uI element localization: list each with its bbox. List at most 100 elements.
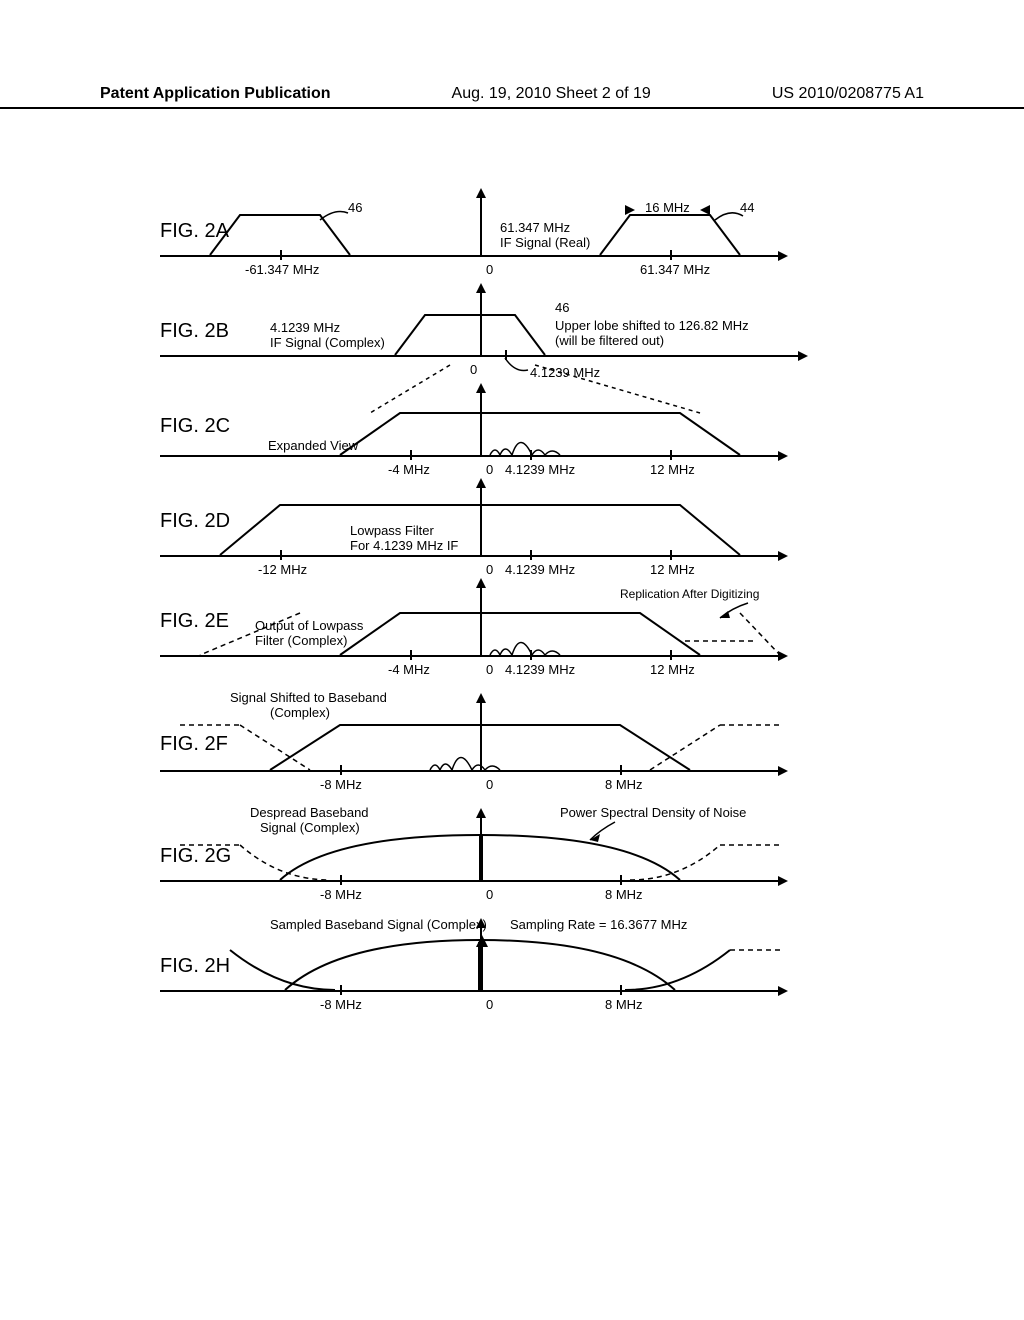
arrow-right-icon: [625, 205, 635, 215]
tick-label: 0: [486, 262, 493, 277]
anno-44: 44: [740, 200, 754, 215]
fig-2a: FIG. 2A 16 MHz 46 44 -61.347 MHz 0 61.: [160, 200, 840, 300]
signal-humps: [490, 635, 590, 655]
tick: [620, 875, 622, 885]
y-arrow-icon: [476, 283, 486, 293]
note: Replication After Digitizing: [620, 587, 759, 601]
tick-label: -8 MHz: [320, 887, 362, 902]
note: Power Spectral Density of Noise: [560, 805, 746, 820]
desc: IF Signal (Real): [500, 235, 590, 250]
y-arrow-icon: [476, 578, 486, 588]
x-axis: [160, 990, 780, 992]
tick-label: -12 MHz: [258, 562, 307, 577]
y-arrow-icon: [476, 693, 486, 703]
despread-spike: [479, 835, 483, 880]
axis-arrow-icon: [778, 551, 788, 561]
desc: Signal Shifted to Baseband: [230, 690, 387, 705]
tick-label: -4 MHz: [388, 662, 430, 677]
sampled-spike: [478, 942, 483, 990]
axis-arrow-icon: [778, 251, 788, 261]
tick-label: 12 MHz: [650, 462, 695, 477]
axis-arrow-icon: [798, 351, 808, 361]
tick: [670, 550, 672, 560]
tick-label: 0: [486, 887, 493, 902]
desc: Expanded View: [268, 438, 358, 453]
x-axis: [160, 455, 780, 457]
tick: [670, 650, 672, 660]
tick-label: -61.347 MHz: [245, 262, 319, 277]
tick-label: -8 MHz: [320, 997, 362, 1012]
lowpass-shape: [220, 505, 740, 555]
tick: [340, 765, 342, 775]
tick: [620, 765, 622, 775]
anno-46: 46: [555, 300, 569, 315]
center-lobe: [395, 315, 545, 355]
note: (will be filtered out): [555, 333, 664, 348]
tick: [530, 650, 532, 660]
x-axis: [160, 555, 780, 557]
tick: [670, 450, 672, 460]
y-arrow-icon: [476, 808, 486, 818]
desc: Sampled Baseband Signal (Complex): [270, 917, 487, 932]
fig-label: FIG. 2C: [160, 415, 230, 438]
tick-label: 4.1239 MHz: [505, 562, 575, 577]
tick: [620, 985, 622, 995]
tick-label: 0: [486, 997, 493, 1012]
tick: [670, 250, 672, 260]
leader-repl: [720, 603, 750, 621]
fig-label: FIG. 2B: [160, 320, 229, 343]
header-center: Aug. 19, 2010 Sheet 2 of 19: [452, 85, 651, 103]
tick: [410, 450, 412, 460]
desc: Filter (Complex): [255, 633, 347, 648]
tick-label: 8 MHz: [605, 887, 643, 902]
bandwidth-label: 16 MHz: [645, 200, 690, 215]
signal-humps: [490, 435, 590, 455]
tick-label: 8 MHz: [605, 777, 643, 792]
tick: [280, 250, 282, 260]
tick: [280, 550, 282, 560]
y-axis: [480, 195, 482, 255]
note: Sampling Rate = 16.3677 MHz: [510, 917, 687, 932]
fig-2e: FIG. 2E Replication After Digitizing Out…: [160, 595, 840, 695]
desc: Despread Baseband: [250, 805, 369, 820]
desc: IF Signal (Complex): [270, 335, 385, 350]
fig-2h: FIG. 2H Sampled Baseband Signal (Complex…: [160, 920, 840, 1030]
patent-header: Patent Application Publication Aug. 19, …: [0, 85, 1024, 109]
tick-label: 8 MHz: [605, 997, 643, 1012]
tick-label: 61.347 MHz: [640, 262, 710, 277]
header-right: US 2010/0208775 A1: [772, 85, 924, 103]
anno-46: 46: [348, 200, 362, 215]
leader-psd: [590, 822, 620, 842]
tick: [530, 550, 532, 560]
tick-label: 0: [486, 562, 493, 577]
tick-label: 0: [486, 462, 493, 477]
fig-2d: FIG. 2D Lowpass Filter For 4.1239 MHz IF…: [160, 495, 840, 595]
tick-label: 12 MHz: [650, 662, 695, 677]
tick: [340, 985, 342, 995]
tick: [530, 450, 532, 460]
desc: (Complex): [270, 705, 330, 720]
x-axis: [160, 770, 780, 772]
tick-label: 12 MHz: [650, 562, 695, 577]
expand-lines: [370, 365, 710, 415]
fig-2c: FIG. 2C Expanded View -4 MHz 0 4.1239 MH…: [160, 395, 840, 495]
tick-label: 0: [486, 777, 493, 792]
tick: [410, 650, 412, 660]
fig-2f: FIG. 2F Signal Shifted to Baseband (Comp…: [160, 695, 840, 810]
desc: For 4.1239 MHz IF: [350, 538, 458, 553]
note: Upper lobe shifted to 126.82 MHz: [555, 318, 749, 333]
desc: Signal (Complex): [260, 820, 360, 835]
spike-arrow-icon: [476, 935, 488, 947]
x-axis: [160, 255, 780, 257]
y-arrow-icon: [476, 188, 486, 198]
x-axis: [160, 880, 780, 882]
arrow-left-icon: [700, 205, 710, 215]
y-arrow-icon: [476, 918, 486, 928]
figures-container: FIG. 2A 16 MHz 46 44 -61.347 MHz 0 61.: [160, 200, 840, 1030]
desc: 4.1239 MHz: [270, 320, 340, 335]
tick: [340, 875, 342, 885]
tick-label: 4.1239 MHz: [505, 662, 575, 677]
tick-label: 4.1239 MHz: [505, 462, 575, 477]
tick-label: -8 MHz: [320, 777, 362, 792]
x-axis: [160, 355, 800, 357]
